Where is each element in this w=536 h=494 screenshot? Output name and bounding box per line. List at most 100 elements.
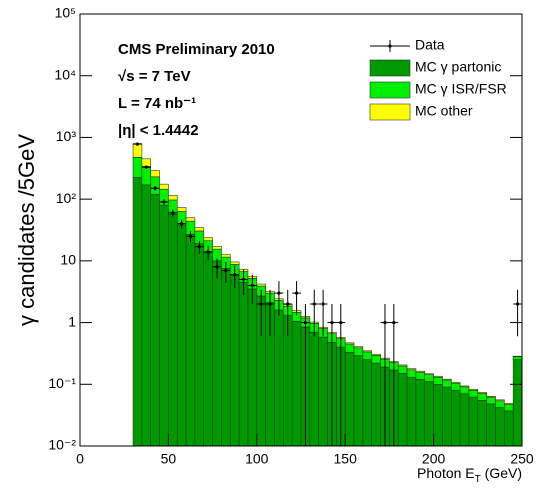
histogram-bar (478, 393, 487, 400)
histogram-bar (495, 408, 504, 446)
y-tick-label: 10⁻² (48, 437, 76, 453)
histogram-bar (363, 360, 372, 446)
histogram-bar (372, 355, 381, 363)
histogram-bar (257, 284, 266, 286)
histogram-bar (133, 177, 142, 446)
histogram-bar (513, 357, 522, 360)
legend-swatch (370, 82, 410, 98)
x-tick-label: 0 (76, 451, 84, 467)
data-point (322, 302, 325, 305)
legend-label: MC γ partonic (415, 59, 501, 75)
y-tick-label: 10 (60, 252, 76, 268)
histogram-bar (363, 351, 372, 352)
histogram-bar (186, 234, 195, 446)
histogram-bar (398, 373, 407, 446)
x-tick-label: 100 (245, 451, 269, 467)
histogram-bar (160, 184, 169, 189)
histogram-bar (195, 244, 204, 446)
histogram-bar (460, 394, 469, 446)
histogram-bar (487, 397, 496, 404)
histogram-bar (142, 159, 151, 167)
histogram-bar (142, 166, 151, 185)
histogram-bar (442, 379, 451, 380)
histogram-bar (425, 382, 434, 446)
histogram-bar (248, 289, 257, 446)
data-point (154, 187, 157, 190)
histogram-bar (495, 401, 504, 408)
histogram-bar (292, 321, 301, 446)
y-tick-label: 10⁵ (55, 5, 76, 21)
histogram-bar (177, 225, 186, 446)
x-label-unit: (GeV) (481, 465, 522, 481)
histogram-bar (425, 374, 434, 375)
histogram-bar (274, 310, 283, 446)
x-label-main: Photon E (417, 465, 475, 481)
data-point (145, 166, 148, 169)
y-axis-label: γ candidates /5GeV (14, 134, 39, 326)
y-tick-label: 1 (68, 313, 76, 329)
histogram-bar (495, 400, 504, 401)
y-tick-label: 10² (56, 190, 77, 206)
histogram-bar (168, 214, 177, 446)
histogram-bar (478, 392, 487, 393)
data-point (383, 321, 386, 324)
histogram-bar (451, 383, 460, 390)
histogram-bar (407, 370, 416, 378)
histogram-bar (487, 396, 496, 397)
histogram-bar (213, 261, 222, 446)
annotation: L = 74 nb⁻¹ (118, 95, 196, 112)
data-point (242, 278, 245, 281)
histogram-bar (460, 387, 469, 394)
histogram-bar (151, 177, 160, 194)
y-tick-label: 10⁻¹ (48, 375, 76, 391)
data-point (339, 321, 342, 324)
histogram-bar (345, 352, 354, 446)
data-point (277, 292, 280, 295)
histogram-bar (478, 400, 487, 446)
histogram-bar (195, 228, 204, 231)
histogram-bar (221, 269, 230, 446)
histogram-bar (213, 246, 222, 249)
histogram-bar (460, 386, 469, 387)
histogram-bar (354, 347, 363, 348)
histogram-bar (345, 343, 354, 344)
data-point (215, 265, 218, 268)
data-point (260, 302, 263, 305)
data-point (304, 321, 307, 324)
histogram-bar (425, 375, 434, 382)
data-point (162, 200, 165, 203)
data-point (224, 269, 227, 272)
data-point (516, 302, 519, 305)
annotation: |η| < 1.4442 (118, 122, 199, 139)
histogram-bar (204, 238, 213, 241)
y-tick-label: 10⁴ (54, 66, 76, 82)
data-point (392, 321, 395, 324)
histogram-bar (354, 348, 363, 356)
histogram-bar (230, 275, 239, 446)
legend-marker (388, 44, 391, 47)
histogram-bar (204, 253, 213, 446)
histogram-bar (451, 390, 460, 446)
histogram-bar (398, 366, 407, 373)
histogram-bar (451, 382, 460, 383)
data-point (295, 292, 298, 295)
histogram-bar (177, 208, 186, 212)
histogram-bar (434, 377, 443, 384)
annotation: √s = 7 TeV (118, 68, 191, 85)
histogram-bar (504, 411, 513, 446)
histogram-bar (469, 397, 478, 446)
x-tick-label: 250 (510, 451, 534, 467)
data-point (233, 273, 236, 276)
data-point (330, 321, 333, 324)
histogram-bar (513, 360, 522, 446)
data-point (180, 222, 183, 225)
histogram-bar (487, 404, 496, 446)
histogram-bar (416, 379, 425, 446)
histogram-bar (442, 380, 451, 387)
y-tick-label: 10³ (56, 128, 77, 144)
legend-swatch (370, 60, 410, 76)
histogram-bar (372, 354, 381, 355)
histogram-bar (319, 337, 328, 446)
data-point (286, 302, 289, 305)
